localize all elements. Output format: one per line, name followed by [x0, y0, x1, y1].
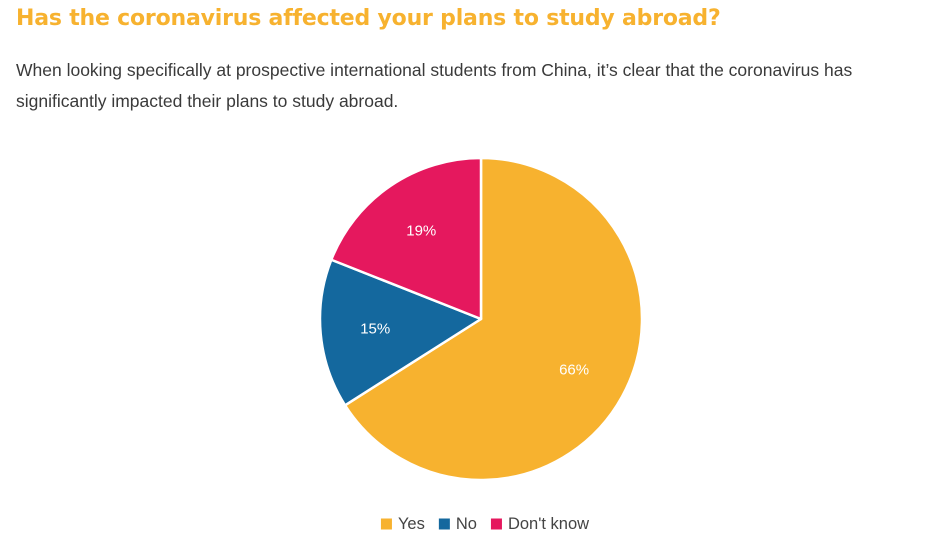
chart-description: When looking specifically at prospective…: [16, 60, 853, 111]
slice-label-no: 15%: [360, 321, 390, 338]
legend-item-don-t-know: Don't know: [490, 515, 589, 533]
legend-swatch-don-t-know: [490, 518, 502, 530]
legend-item-no: No: [438, 515, 477, 533]
pie-slice-don-t-know: [330, 156, 483, 321]
slice-label-yes: 66%: [559, 362, 589, 379]
chart-legend: Yes No Don't know: [380, 515, 589, 533]
legend-label-yes: Yes: [398, 515, 425, 533]
chart-title: Has the coronavirus affected your plans …: [16, 6, 721, 31]
pie-slice-no: [318, 258, 483, 407]
legend-item-yes: Yes: [380, 515, 425, 533]
slice-label-don-t-know: 19%: [406, 223, 436, 240]
pie-value-labels: 66% 15% 19%: [360, 223, 589, 379]
legend-swatch-yes: [380, 518, 392, 530]
pie-slice-yes: [343, 156, 644, 482]
legend-label-no: No: [456, 515, 477, 533]
legend-label-don-t-know: Don't know: [508, 515, 589, 533]
pie-slices: [318, 156, 644, 482]
legend-swatch-no: [438, 518, 450, 530]
